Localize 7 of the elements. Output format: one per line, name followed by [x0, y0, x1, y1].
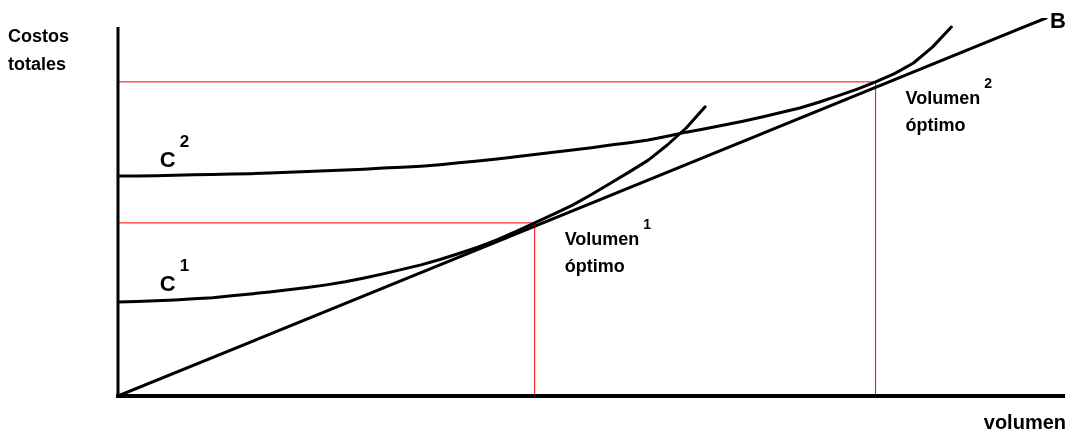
- y-axis-title: Costos totales: [8, 26, 70, 74]
- series-label: C1: [159, 256, 190, 296]
- text: Volumen2 óptimo: [905, 74, 993, 135]
- series-label: B: [1050, 8, 1066, 33]
- text: Volumen1 óptimo: [564, 215, 652, 276]
- series-label: C2: [159, 132, 190, 172]
- x-axis-title: volumen: [983, 411, 1067, 433]
